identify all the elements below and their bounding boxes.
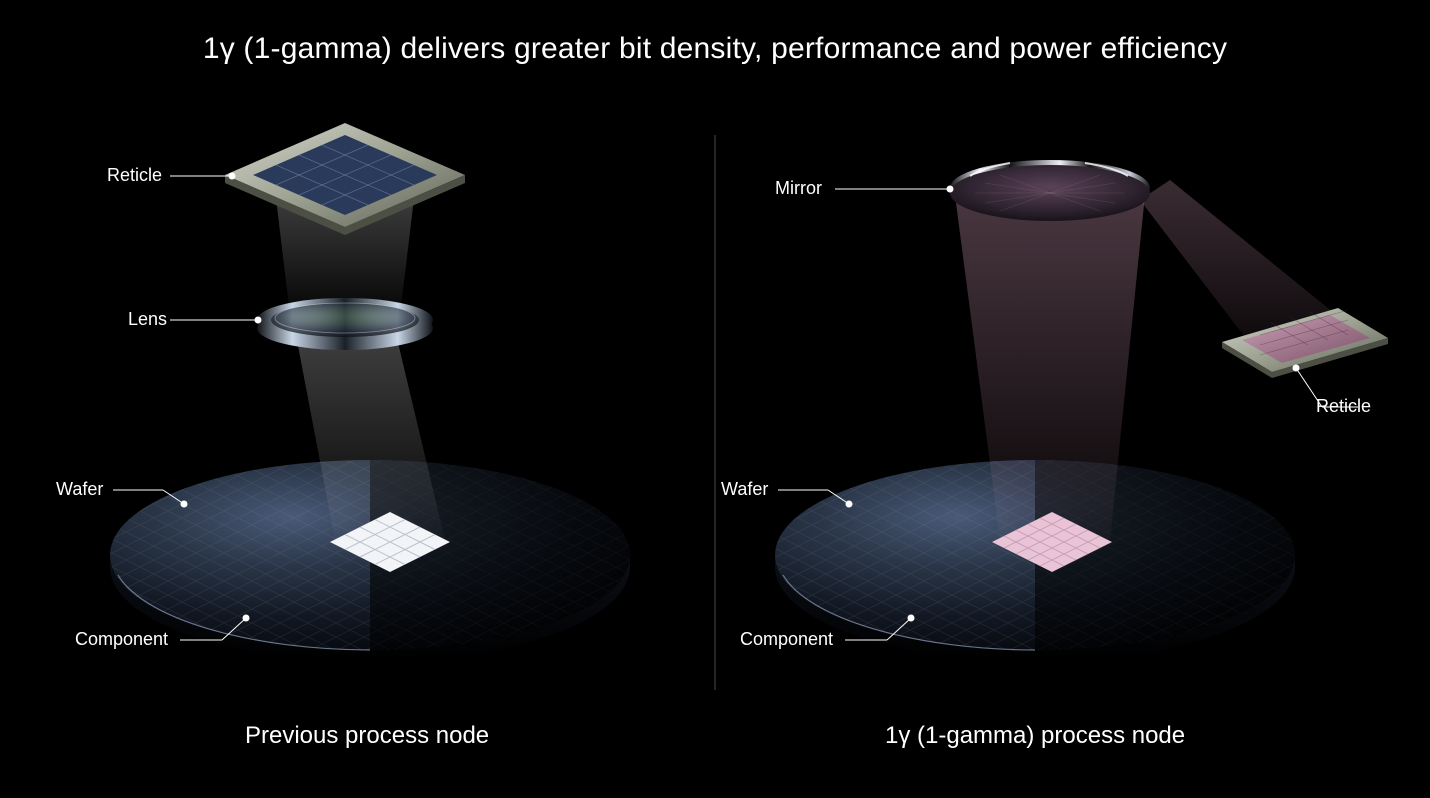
label-reticle-left: Reticle (107, 165, 162, 186)
left-panel (80, 123, 670, 670)
caption-right: 1γ (1-gamma) process node (885, 722, 1185, 750)
diagram-canvas (0, 0, 1430, 798)
reticle-left (225, 123, 465, 235)
page-title: 1γ (1-gamma) delivers greater bit densit… (0, 32, 1430, 66)
label-reticle-right: Reticle (1316, 396, 1371, 417)
mirror-right (950, 160, 1150, 221)
label-component-left: Component (75, 629, 168, 650)
label-mirror-right: Mirror (775, 178, 822, 199)
label-component-right: Component (740, 629, 833, 650)
lens-left (257, 298, 433, 350)
label-wafer-left: Wafer (56, 479, 103, 500)
caption-left: Previous process node (245, 722, 489, 750)
label-lens-left: Lens (128, 309, 167, 330)
label-wafer-right: Wafer (721, 479, 768, 500)
right-panel (745, 160, 1388, 670)
